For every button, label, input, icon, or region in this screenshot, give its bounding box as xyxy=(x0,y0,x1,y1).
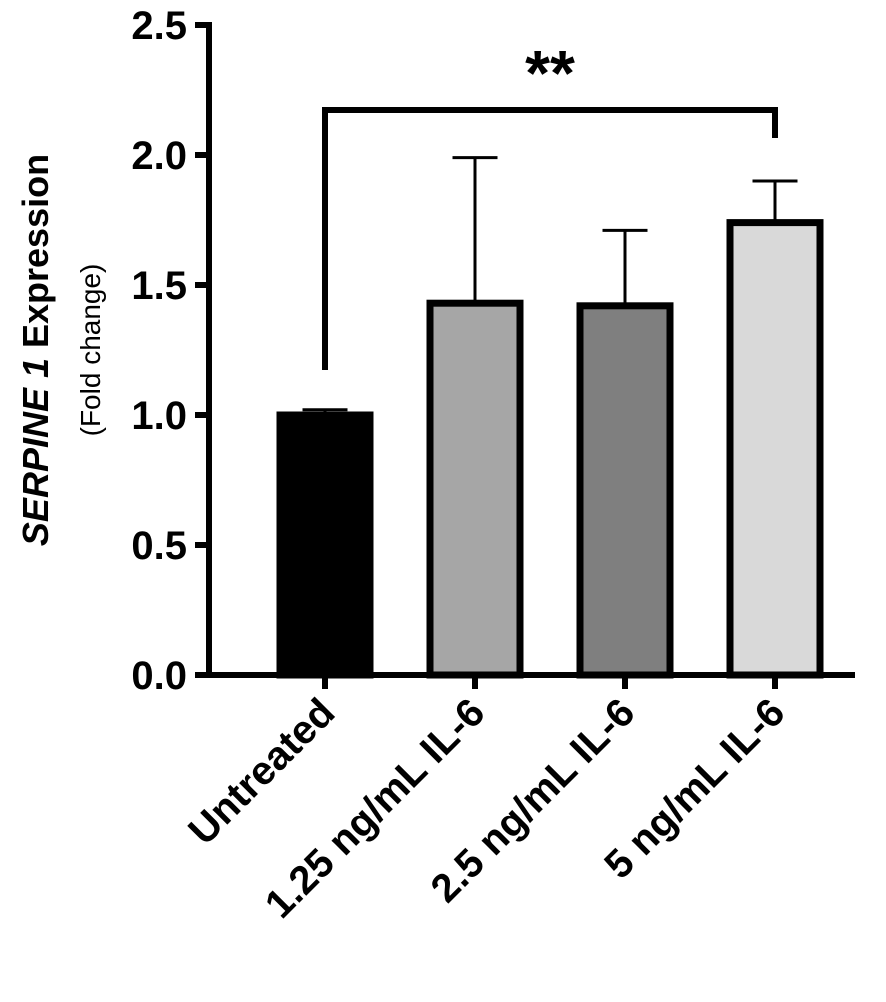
significance-bracket xyxy=(322,107,778,370)
y-tick-label: 0.0 xyxy=(131,654,187,698)
y-tick-label: 1.5 xyxy=(131,264,187,308)
y-axis-title: SERPINE 1 Expression xyxy=(15,154,56,546)
bar-2 xyxy=(426,299,524,679)
bar-1 xyxy=(276,411,374,679)
x-tick-label: Untreated xyxy=(180,690,343,853)
bar-3 xyxy=(576,302,674,679)
y-tick-label: 0.5 xyxy=(131,524,187,568)
y-axis-label-gene: SERPINE 1 xyxy=(15,358,56,546)
bar-4 xyxy=(726,219,824,679)
significance-label: ** xyxy=(525,37,575,109)
y-axis-label: SERPINE 1 Expression xyxy=(15,154,56,546)
y-axis-label-rest: Expression xyxy=(15,154,56,358)
y-axis-sublabel: (Fold change) xyxy=(75,264,106,437)
y-tick-label: 2.5 xyxy=(131,4,187,48)
y-tick-label: 2.0 xyxy=(131,134,187,178)
y-tick-label: 1.0 xyxy=(131,394,187,438)
